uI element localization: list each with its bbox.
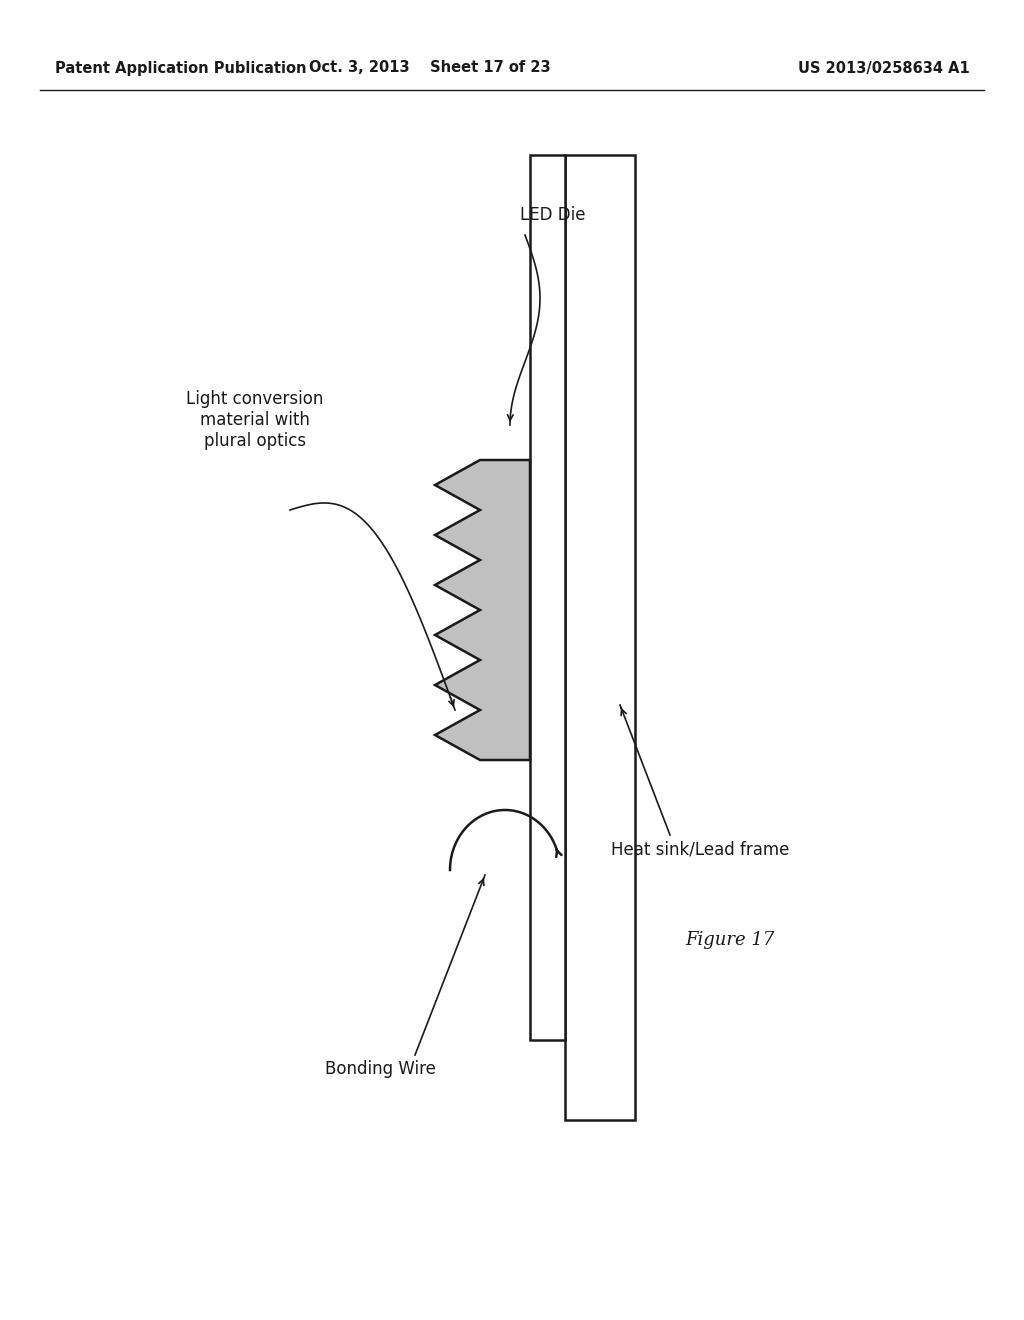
Bar xyxy=(480,459,530,760)
Text: Bonding Wire: Bonding Wire xyxy=(325,1060,435,1078)
Text: Light conversion
material with
plural optics: Light conversion material with plural op… xyxy=(186,389,324,450)
Bar xyxy=(530,154,565,1040)
Bar xyxy=(565,154,635,1119)
Text: Figure 17: Figure 17 xyxy=(685,931,775,949)
Text: Oct. 3, 2013    Sheet 17 of 23: Oct. 3, 2013 Sheet 17 of 23 xyxy=(309,61,551,75)
Polygon shape xyxy=(435,459,530,760)
Text: LED Die: LED Die xyxy=(520,206,586,224)
Text: US 2013/0258634 A1: US 2013/0258634 A1 xyxy=(799,61,970,75)
Text: Patent Application Publication: Patent Application Publication xyxy=(55,61,306,75)
Text: Heat sink/Lead frame: Heat sink/Lead frame xyxy=(610,840,790,858)
